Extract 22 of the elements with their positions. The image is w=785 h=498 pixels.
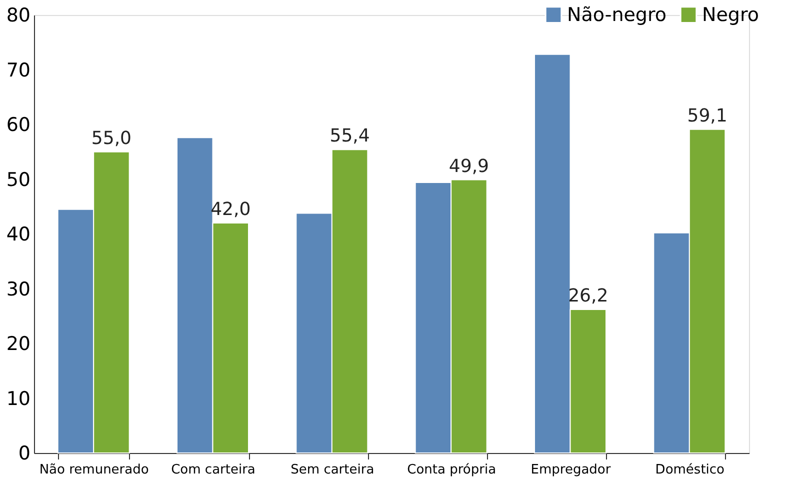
y-tick-label: 50: [6, 168, 30, 191]
x-tick-label: Doméstico: [655, 462, 725, 478]
y-tick-label: 40: [6, 224, 30, 246]
x-tick-label: Sem carteira: [290, 462, 374, 478]
y-tick-label: 70: [6, 59, 30, 82]
x-tick-label: Com carteira: [171, 462, 256, 478]
data-label: 49,9: [448, 156, 489, 177]
x-tick-label: Empregador: [530, 462, 612, 478]
legend-label: Não-negro: [567, 4, 666, 26]
y-tick-label: 30: [6, 278, 30, 300]
data-label: 55,0: [91, 128, 132, 149]
y-tick-label: 20: [6, 333, 30, 355]
data-label: 55,4: [330, 126, 370, 147]
y-tick-label: 60: [6, 114, 30, 136]
x-tick-label: Conta própria: [407, 462, 496, 478]
x-tick-label: Não remunerado: [39, 462, 149, 478]
data-label: 59,1: [687, 105, 728, 126]
data-label: 26,2: [568, 286, 608, 307]
y-tick-label: 80: [6, 4, 30, 26]
y-tick-label: 0: [18, 442, 30, 464]
y-tick-label: 10: [6, 388, 30, 410]
legend-label: Negro: [702, 4, 759, 26]
